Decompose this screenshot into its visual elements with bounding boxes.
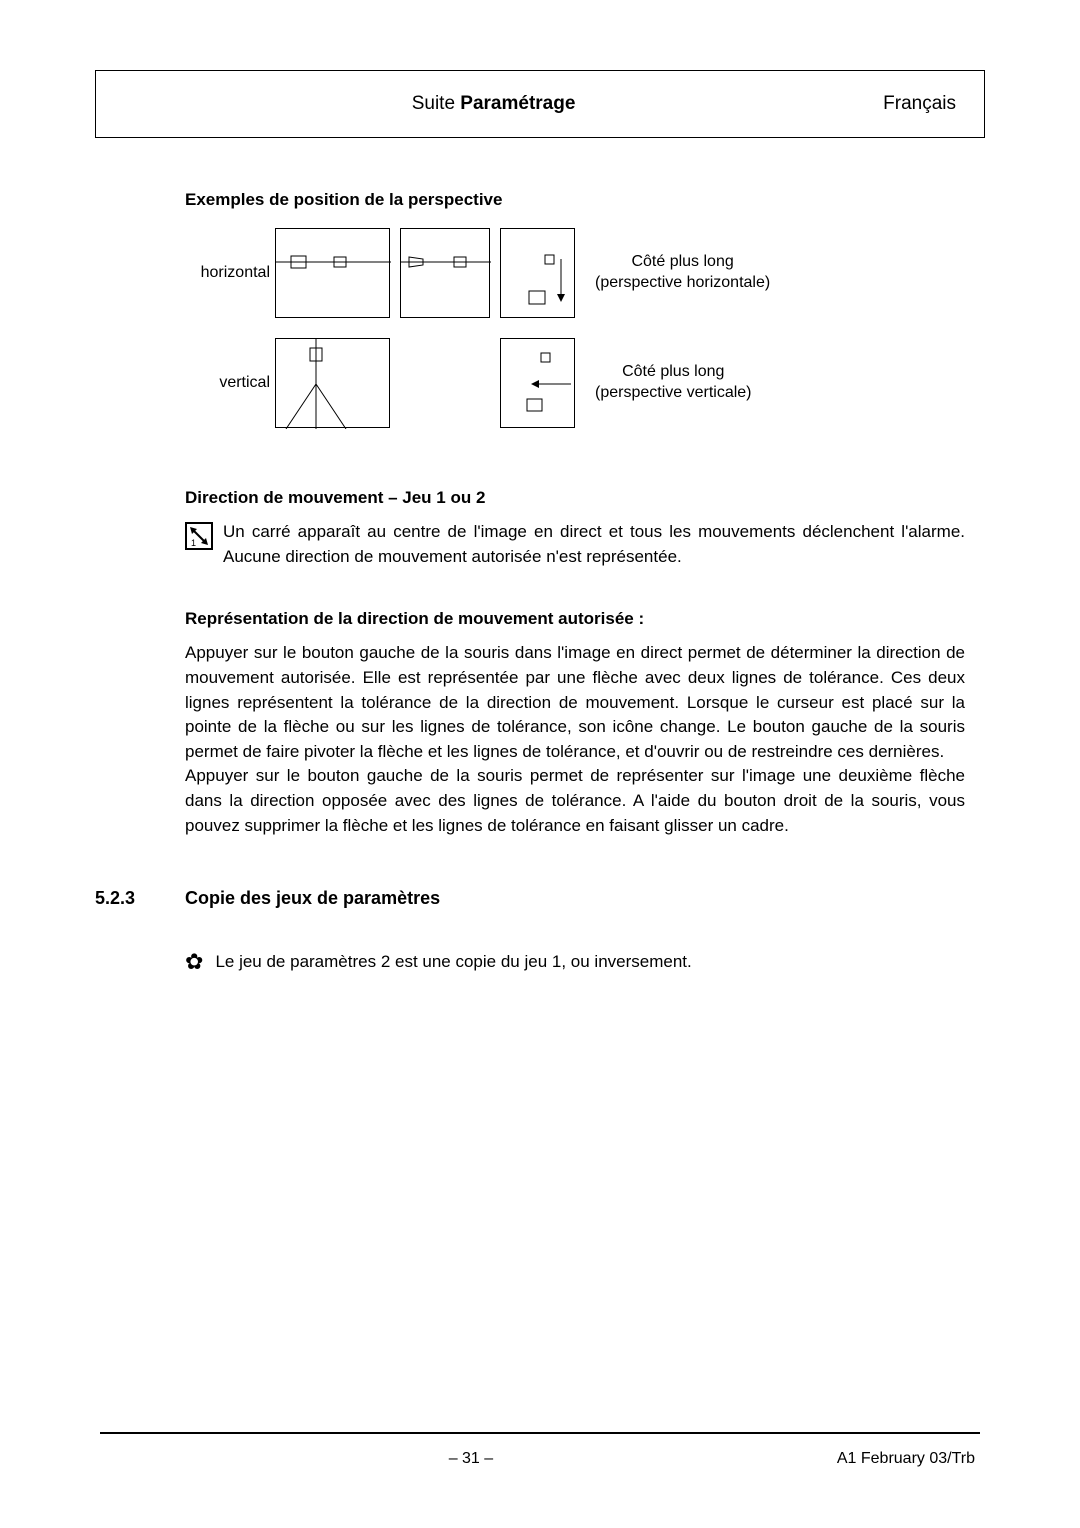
row-label-horizontal: horizontal (185, 264, 270, 282)
copy-params-line: ✿ Le jeu de paramètres 2 est une copie d… (185, 949, 965, 975)
header-bold: Paramétrage (460, 93, 575, 114)
diagram-h-3 (500, 228, 575, 318)
header-prefix: Suite (412, 93, 461, 114)
diagram-h-2 (400, 228, 490, 318)
gear-icon: ✿ (185, 949, 203, 975)
diagram-row-horizontal: horizontal (185, 228, 965, 318)
right-label-h-line2: (perspective horizontale) (595, 273, 770, 294)
diagram-h-1 (275, 228, 390, 318)
footer: – 31 – A1 February 03/Trb (95, 1434, 985, 1468)
representation-p1: Appuyer sur le bouton gauche de la souri… (185, 641, 965, 764)
svg-text:1: 1 (191, 538, 196, 548)
direction-arrows-icon: 1 (185, 522, 213, 550)
header-box: Suite Paramétrage Français (95, 70, 985, 138)
copy-params-text: Le jeu de paramètres 2 est une copie du … (215, 952, 691, 972)
examples-heading: Exemples de position de la perspective (185, 190, 965, 210)
direction-paragraph: 1 Un carré apparaît au centre de l'image… (185, 520, 965, 569)
section-523-number: 5.2.3 (95, 888, 185, 909)
section-523-header: 5.2.3 Copie des jeux de paramètres (95, 888, 965, 909)
row-label-vertical: vertical (185, 374, 270, 392)
header-title: Suite Paramétrage (124, 93, 863, 115)
direction-heading: Direction de mouvement – Jeu 1 ou 2 (185, 488, 965, 508)
footer-revision: A1 February 03/Trb (837, 1450, 975, 1468)
direction-text: Un carré apparaît au centre de l'image e… (223, 520, 965, 569)
header-language: Français (883, 93, 956, 115)
diagram-v-1 (275, 338, 390, 428)
right-label-h-line1: Côté plus long (595, 252, 770, 273)
diagram-v-2 (500, 338, 575, 428)
section-523-title: Copie des jeux de paramètres (185, 888, 440, 909)
right-label-v-line2: (perspective verticale) (595, 383, 752, 404)
right-label-horizontal: Côté plus long (perspective horizontale) (595, 252, 770, 294)
representation-p2: Appuyer sur le bouton gauche de la souri… (185, 764, 965, 838)
right-label-v-line1: Côté plus long (595, 362, 752, 383)
perspective-diagrams: horizontal (185, 228, 965, 428)
right-label-vertical: Côté plus long (perspective verticale) (595, 362, 752, 404)
diagram-row-vertical: vertical (185, 338, 965, 428)
representation-heading: Représentation de la direction de mouvem… (185, 609, 965, 629)
footer-page: – 31 – (449, 1450, 493, 1468)
